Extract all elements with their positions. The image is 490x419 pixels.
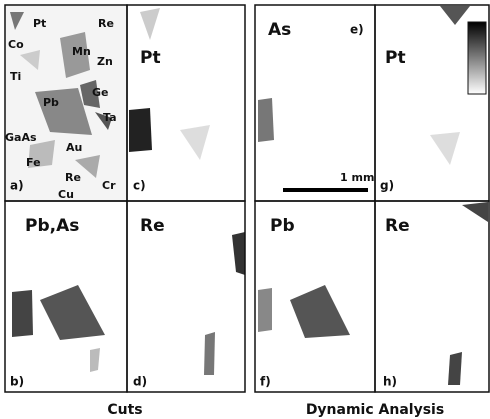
- sample-label: Co: [8, 38, 24, 51]
- element-label: Re: [385, 216, 410, 236]
- sample-label: GaAs: [5, 131, 37, 144]
- panel-tag: c): [133, 179, 146, 193]
- sample: [440, 6, 470, 25]
- sample: [290, 285, 350, 338]
- sample: [140, 8, 160, 40]
- sample-label: Re: [98, 17, 114, 30]
- sample: [90, 348, 100, 372]
- element-label: Re: [140, 216, 165, 236]
- element-label: Pb,As: [25, 216, 79, 236]
- sample-label: Cr: [102, 179, 116, 192]
- sample-label: Ti: [10, 70, 21, 83]
- sample: [462, 202, 488, 222]
- sample: [232, 232, 245, 275]
- sample-label: Ge: [92, 86, 109, 99]
- panel-tag: e): [350, 23, 364, 37]
- panel-tag: h): [383, 375, 397, 389]
- sample: [430, 132, 460, 165]
- sample-label: Ta: [103, 111, 117, 124]
- sample-label: Mn: [72, 45, 91, 58]
- sample: [448, 352, 462, 385]
- panel-images: [6, 6, 488, 385]
- sample-label: Pt: [33, 17, 46, 30]
- element-label: Pt: [140, 48, 161, 68]
- panel-tag: b): [10, 375, 24, 389]
- figure: 1 mm Cuts Dynamic Analysis a) Co Pt Re Mn Zn T…: [0, 0, 490, 419]
- sample: [258, 98, 274, 142]
- panel-tag: f): [260, 375, 271, 389]
- sample-label: Re: [65, 171, 81, 184]
- element-label: As: [268, 20, 291, 40]
- caption: Cuts: [107, 402, 142, 418]
- panel-tag: a): [10, 179, 24, 193]
- sample-label: Fe: [26, 156, 41, 169]
- gray-scale-bar: [468, 22, 486, 94]
- element-label: Pt: [385, 48, 406, 68]
- sample: [180, 125, 210, 160]
- panel-tag: d): [133, 375, 147, 389]
- sample: [204, 332, 215, 375]
- caption: Dynamic Analysis: [306, 402, 444, 418]
- sample: [40, 285, 105, 340]
- sample-label: Zn: [97, 55, 113, 68]
- sample: [12, 290, 33, 337]
- sample: [258, 288, 272, 332]
- panel-frame: [127, 5, 245, 201]
- element-label: Pb: [270, 216, 295, 236]
- sample-label: Cu: [58, 188, 74, 201]
- scale-label: 1 mm: [340, 171, 374, 184]
- sample: [129, 108, 152, 152]
- sample-label: Pb: [43, 96, 59, 109]
- panel-tag: g): [380, 179, 394, 193]
- sample-label: Au: [66, 141, 82, 154]
